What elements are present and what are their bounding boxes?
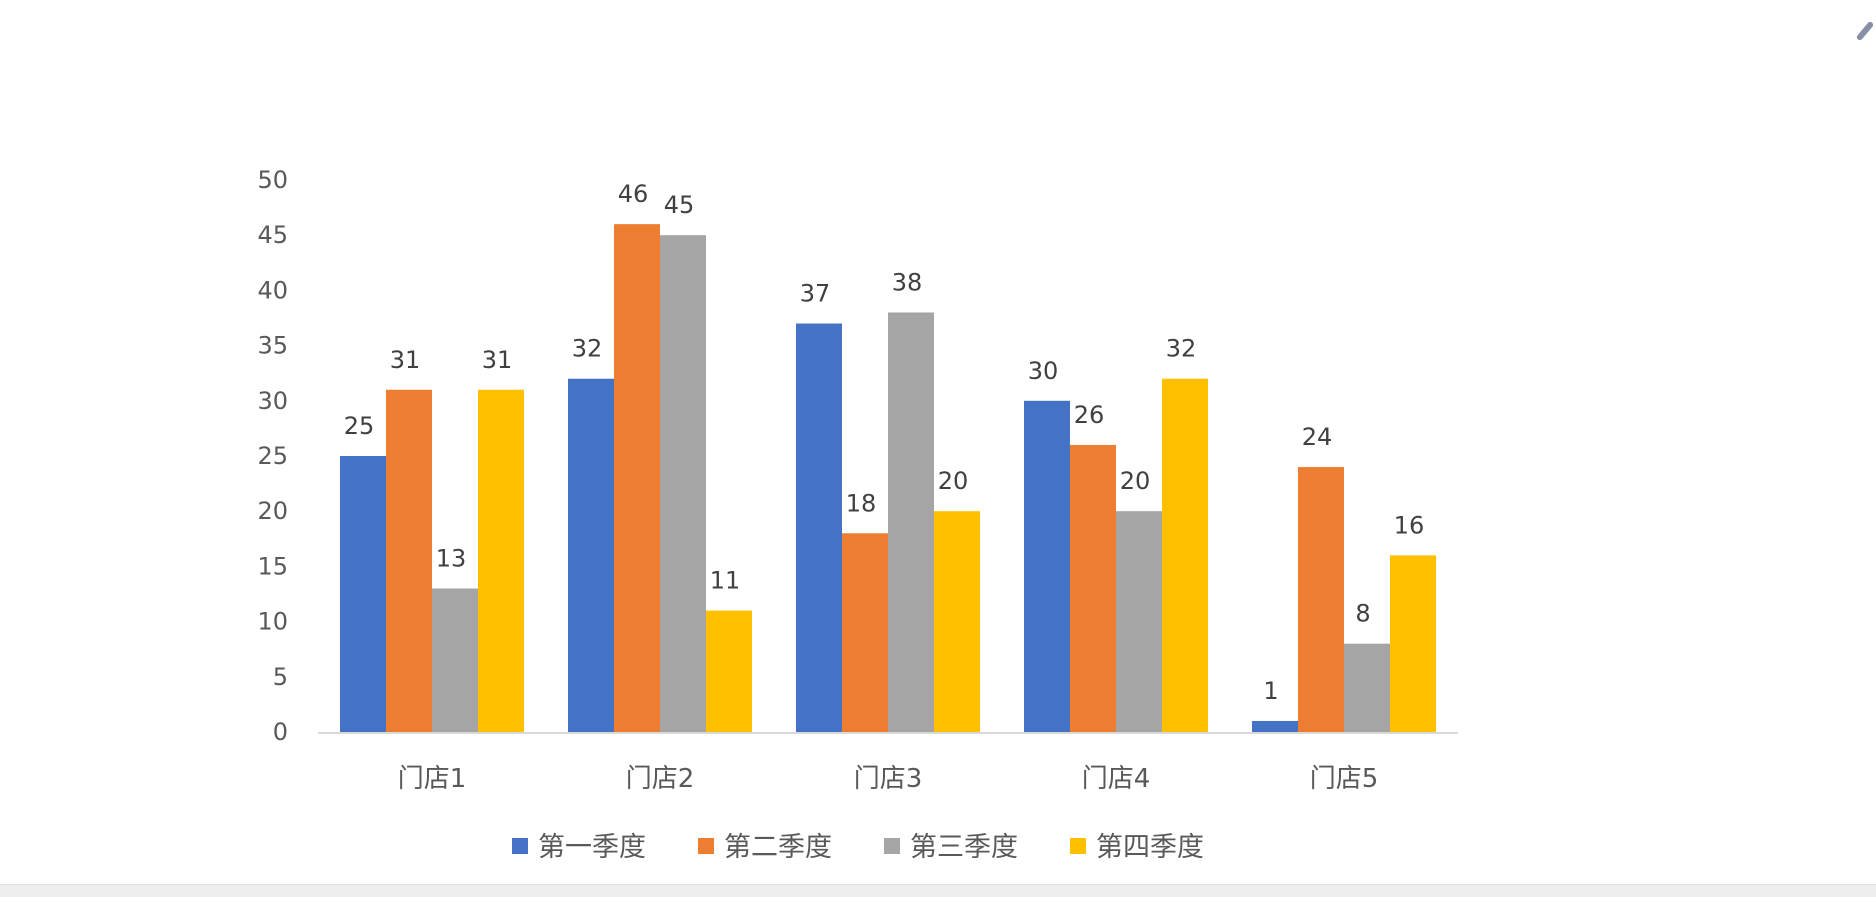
data-label: 38 bbox=[892, 268, 923, 296]
bar bbox=[934, 511, 980, 732]
y-tick-label: 45 bbox=[257, 221, 288, 249]
y-tick-label: 15 bbox=[257, 552, 288, 580]
legend-label: 第二季度 bbox=[724, 832, 832, 863]
bar bbox=[706, 610, 752, 732]
legend-swatch bbox=[512, 838, 528, 854]
bar bbox=[1116, 511, 1162, 732]
y-tick-label: 0 bbox=[273, 718, 288, 746]
legend-swatch bbox=[884, 838, 900, 854]
bar bbox=[796, 323, 842, 732]
bar bbox=[1162, 378, 1208, 732]
y-tick-label: 30 bbox=[257, 387, 288, 415]
bar bbox=[340, 456, 386, 732]
category-label: 门店5 bbox=[1310, 764, 1379, 794]
y-tick-label: 35 bbox=[257, 332, 288, 360]
category-label: 门店4 bbox=[1082, 764, 1151, 794]
bar bbox=[1390, 555, 1436, 732]
data-label: 11 bbox=[710, 567, 741, 595]
data-labels: 25 31 13 31 32 46 45 11 37 18 38 20 30 26 20 32 1 24 8 16 bbox=[344, 180, 1425, 705]
bars bbox=[340, 224, 1436, 732]
y-tick-label: 5 bbox=[273, 663, 288, 691]
bar bbox=[1024, 400, 1070, 732]
data-label: 26 bbox=[1074, 401, 1105, 429]
category-label: 门店3 bbox=[854, 764, 923, 794]
legend-label: 第三季度 bbox=[910, 832, 1018, 863]
data-label: 45 bbox=[664, 191, 695, 219]
legend: 第一季度 第二季度 第三季度 第四季度 bbox=[512, 832, 1204, 863]
bottom-strip bbox=[0, 884, 1876, 897]
y-tick-label: 20 bbox=[257, 497, 288, 525]
data-label: 20 bbox=[1120, 467, 1151, 495]
data-label: 8 bbox=[1355, 600, 1370, 628]
data-label: 18 bbox=[846, 489, 877, 517]
data-label: 25 bbox=[344, 412, 375, 440]
bar bbox=[478, 389, 524, 732]
category-labels: 门店1 门店2 门店3 门店4 门店5 bbox=[398, 764, 1379, 794]
category-label: 门店1 bbox=[398, 764, 467, 794]
data-label: 16 bbox=[1394, 511, 1425, 539]
y-axis-ticks: 0 5 10 15 20 25 30 35 40 45 50 bbox=[257, 166, 288, 746]
data-label: 20 bbox=[938, 467, 969, 495]
data-label: 13 bbox=[436, 544, 467, 572]
legend-swatch bbox=[698, 838, 714, 854]
bar bbox=[1252, 720, 1298, 732]
category-label: 门店2 bbox=[626, 764, 695, 794]
data-label: 31 bbox=[482, 346, 513, 374]
bar bbox=[888, 312, 934, 732]
bar bbox=[568, 378, 614, 732]
data-label: 37 bbox=[800, 280, 831, 308]
bar bbox=[432, 588, 478, 732]
bar bbox=[614, 224, 660, 732]
data-label: 46 bbox=[618, 180, 649, 208]
data-label: 1 bbox=[1263, 677, 1278, 705]
bar bbox=[660, 235, 706, 732]
bar bbox=[1298, 467, 1344, 732]
data-label: 32 bbox=[1166, 335, 1197, 363]
y-tick-label: 50 bbox=[257, 166, 288, 194]
legend-label: 第一季度 bbox=[538, 832, 646, 863]
bar bbox=[386, 389, 432, 732]
data-label: 24 bbox=[1302, 423, 1333, 451]
y-tick-label: 25 bbox=[257, 442, 288, 470]
legend-label: 第四季度 bbox=[1096, 832, 1204, 863]
y-tick-label: 10 bbox=[257, 608, 288, 636]
data-label: 31 bbox=[390, 346, 421, 374]
data-label: 30 bbox=[1028, 357, 1059, 385]
data-label: 32 bbox=[572, 335, 603, 363]
bar bbox=[1070, 444, 1116, 732]
legend-swatch bbox=[1070, 838, 1086, 854]
bar bbox=[842, 533, 888, 732]
y-tick-label: 40 bbox=[257, 276, 288, 304]
bar bbox=[1344, 643, 1390, 732]
